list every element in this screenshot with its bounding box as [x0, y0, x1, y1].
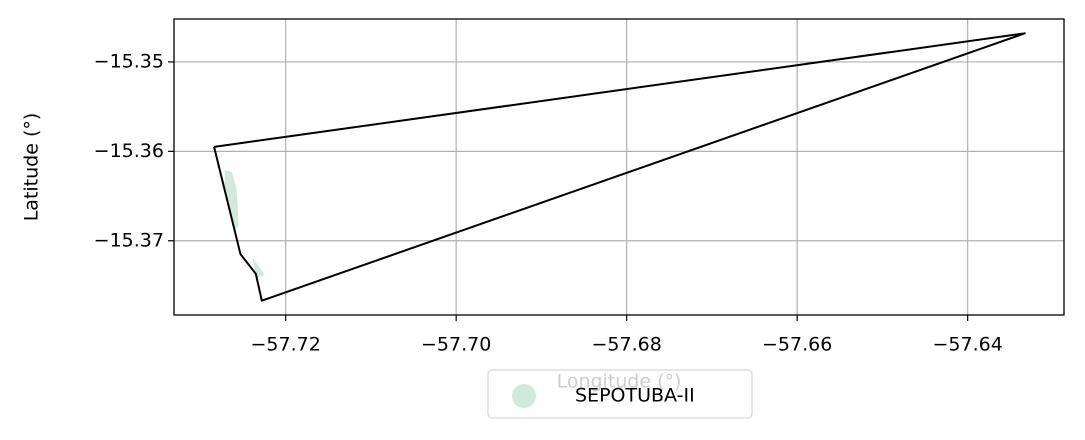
- region-area: [224, 169, 265, 278]
- x-tick-label: −57.68: [592, 334, 662, 356]
- x-tick-label: −57.64: [933, 334, 1003, 356]
- y-tick-label: −15.35: [94, 50, 164, 72]
- legend-label: SEPOTUBA-II: [575, 385, 695, 407]
- x-tick-label: −57.72: [251, 334, 321, 356]
- y-tick-label: −15.37: [94, 229, 164, 251]
- legend-marker: [512, 384, 536, 408]
- legend: SEPOTUBA-II: [487, 369, 753, 419]
- x-tick-label: −57.66: [762, 334, 832, 356]
- y-axis-label: Latitude (°): [21, 113, 43, 222]
- x-tick-label: −57.70: [421, 334, 491, 356]
- region-outline: [213, 32, 1026, 302]
- y-tick-label: −15.36: [94, 140, 164, 162]
- plot-frame: [173, 18, 1065, 316]
- legend-box: [487, 369, 753, 419]
